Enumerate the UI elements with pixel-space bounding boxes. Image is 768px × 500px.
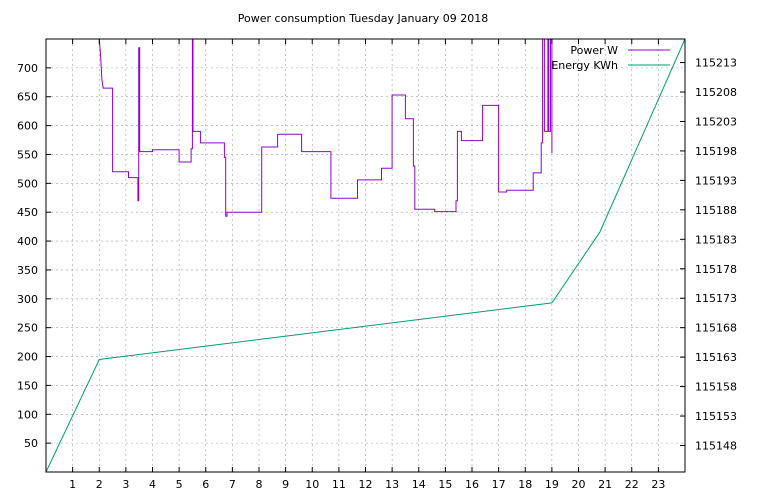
x-tick-label: 7 [229,478,236,491]
y2-tick-label: 115193 [695,174,737,187]
x-tick-label: 5 [176,478,183,491]
y2-tick-label: 115198 [695,145,737,158]
y2-tick-label: 115183 [695,233,737,246]
x-tick-label: 2 [96,478,103,491]
x-tick-label: 19 [545,478,559,491]
series-line-energy-kwh [45,38,686,473]
y-tick-label: 500 [17,177,38,190]
x-tick-label: 14 [412,478,426,491]
x-tick-label: 21 [598,478,612,491]
y-tick-label: 300 [17,293,38,306]
x-tick-label: 20 [572,478,586,491]
y-tick-label: 550 [17,148,38,161]
y2-tick-label: 115168 [695,322,737,335]
y-tick-label: 450 [17,206,38,219]
x-tick-label: 9 [282,478,289,491]
x-tick-label: 15 [438,478,452,491]
axes: 1 2 3 4 5 6 7 8 9 10 11 12 13 14 15 16 17 18 19 20 21 22 23501… [17,38,737,491]
y-tick-label: 650 [17,91,38,104]
y-tick-label: 250 [17,322,38,335]
y2-tick-label: 115208 [695,86,737,99]
x-tick-label: 12 [359,478,373,491]
legend-label-power-w: Power W [570,44,618,57]
y-tick-label: 350 [17,264,38,277]
y-tick-label: 200 [17,351,38,364]
legend-label-energy-kwh: Energy KWh [551,59,618,72]
x-tick-label: 13 [385,478,399,491]
y2-tick-label: 115178 [695,263,737,276]
x-tick-label: 16 [465,478,479,491]
y-tick-label: 150 [17,379,38,392]
x-tick-label: 1 [69,478,76,491]
y-tick-label: 400 [17,235,38,248]
x-tick-label: 18 [518,478,532,491]
x-tick-label: 23 [651,478,665,491]
x-tick-label: 22 [625,478,639,491]
grid [46,39,685,472]
y2-tick-label: 115163 [695,351,737,364]
y2-tick-label: 115158 [695,381,737,394]
y2-tick-label: 115173 [695,292,737,305]
x-tick-label: 11 [332,478,346,491]
y2-tick-label: 115203 [695,115,737,128]
y-tick-label: 50 [24,437,38,450]
y-tick-label: 600 [17,120,38,133]
x-tick-label: 6 [202,478,209,491]
legend: Power W Energy KWh [551,44,670,72]
series-layer [45,38,686,473]
series-line-power-w [98,38,553,217]
x-tick-label: 17 [492,478,506,491]
x-tick-label: 4 [149,478,156,491]
y-tick-label: 100 [17,408,38,421]
y2-tick-label: 115188 [695,204,737,217]
y-tick-label: 700 [17,62,38,75]
y2-tick-label: 115153 [695,410,737,423]
y2-tick-label: 115148 [695,439,737,452]
x-tick-label: 8 [256,478,263,491]
y2-tick-label: 115213 [695,57,737,70]
chart-title: Power consumption Tuesday January 09 201… [238,12,488,25]
x-tick-label: 10 [305,478,319,491]
x-tick-label: 3 [122,478,129,491]
